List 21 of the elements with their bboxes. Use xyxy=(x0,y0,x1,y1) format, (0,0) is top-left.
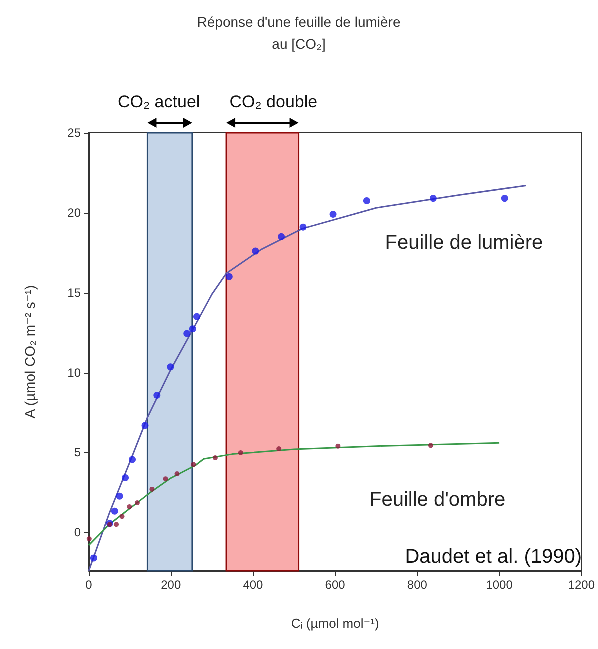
y-tick-label: 5 xyxy=(74,446,82,460)
y-tick-label: 20 xyxy=(68,206,82,220)
x-axis-title: Cᵢ (µmol mol⁻¹) xyxy=(291,616,380,631)
x-tick-label: 200 xyxy=(161,578,182,592)
x-tick-label: 800 xyxy=(407,578,428,592)
x-tick-label: 1200 xyxy=(568,578,596,592)
x-tick-label: 600 xyxy=(325,578,346,592)
chart-title: Réponse d'une feuille de lumière au [CO₂] xyxy=(197,14,401,52)
annotation: Daudet et al. (1990) xyxy=(405,546,582,568)
x-tick-label: 1000 xyxy=(486,578,514,592)
text: Feuille d'ombre xyxy=(369,489,506,512)
y-tick-label: 10 xyxy=(68,366,82,380)
y-tick-label: 0 xyxy=(74,526,82,540)
x-tick-label: 400 xyxy=(243,578,264,592)
y-tick-label: 15 xyxy=(68,286,82,300)
band-label: CO₂ actuel xyxy=(118,92,200,112)
series-label: Feuille de lumière xyxy=(385,232,544,254)
band-label: CO₂ double xyxy=(230,92,318,112)
x-tick-label: 0 xyxy=(86,578,93,592)
y-axis-title: A (µmol CO₂ m⁻² s⁻¹) xyxy=(22,285,38,419)
y-tick-label: 25 xyxy=(68,126,82,140)
